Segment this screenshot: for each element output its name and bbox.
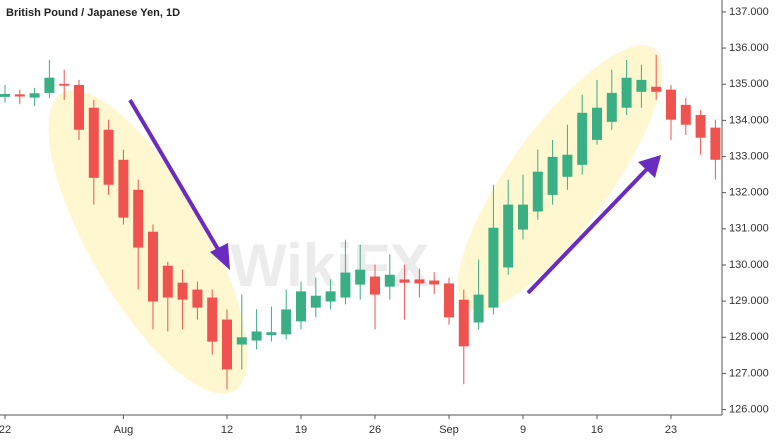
candle-body <box>621 77 632 108</box>
chart-title: British Pound / Japanese Yen, 1D <box>6 7 180 19</box>
candle-body <box>399 279 410 283</box>
y-tick-label: 127.000 <box>729 367 769 379</box>
candle-body <box>296 291 306 322</box>
arrow-head <box>210 243 230 270</box>
arrow-head <box>638 155 661 178</box>
x-tick-label: Aug <box>114 424 134 436</box>
y-tick-label: 136.000 <box>729 42 769 54</box>
candle-body <box>370 276 380 295</box>
x-tick-label: 26 <box>369 424 381 436</box>
candle-body <box>518 204 528 230</box>
candle-body <box>251 331 262 341</box>
candle-body <box>562 154 573 177</box>
y-tick-label: 126.000 <box>729 403 769 415</box>
candles <box>0 54 721 390</box>
watermark: WikiFX <box>230 232 429 299</box>
candle-body <box>577 112 588 165</box>
x-tick-label: 16 <box>591 424 603 436</box>
candle-body <box>236 337 247 345</box>
arrow <box>128 98 230 270</box>
candle-body <box>310 295 321 308</box>
y-tick-label: 131.000 <box>729 223 769 235</box>
candle-body <box>532 171 543 212</box>
candle-body <box>192 289 203 308</box>
candle-body <box>266 332 277 336</box>
candle-body <box>680 104 691 125</box>
candle-body <box>44 77 55 93</box>
candle-body <box>118 159 129 218</box>
y-tick-label: 133.000 <box>729 150 769 162</box>
candle-body <box>666 89 676 120</box>
candle-body <box>473 294 484 323</box>
candle-body <box>29 93 40 98</box>
candle-body <box>429 280 440 285</box>
x-tick-label: 9 <box>520 424 526 436</box>
arrow <box>526 155 661 295</box>
candle-body <box>636 79 647 92</box>
highlight-ellipse <box>457 45 663 311</box>
candle-body <box>133 189 144 248</box>
x-tick-label: 19 <box>295 424 307 436</box>
candle-body <box>281 309 292 335</box>
y-tick-label: 130.000 <box>729 259 769 271</box>
candle-body <box>325 291 336 302</box>
candle-body <box>177 282 188 300</box>
candle-body <box>444 283 454 318</box>
candle-body <box>0 93 10 97</box>
candle-body <box>592 107 602 140</box>
candle-body <box>14 94 25 97</box>
candle-body <box>148 231 158 302</box>
candle-body <box>414 279 425 284</box>
candle-body <box>103 129 114 185</box>
candle-body <box>695 114 706 138</box>
candle-body <box>222 319 232 370</box>
candle-body <box>340 272 351 298</box>
candle-body <box>162 265 173 298</box>
candle-body <box>547 156 558 195</box>
candle-body <box>503 204 514 268</box>
candle-body <box>710 127 721 160</box>
candle-body <box>488 227 499 308</box>
x-tick-label: 22 <box>0 424 11 436</box>
candle-body <box>88 107 99 178</box>
candle-body <box>384 274 395 287</box>
candle-body <box>74 84 84 130</box>
candle-body <box>458 299 469 347</box>
candle-body <box>651 86 662 92</box>
candle-body <box>355 269 366 285</box>
candle-body <box>207 297 218 342</box>
candle-body <box>606 92 617 122</box>
x-tick-label: Sep <box>439 424 459 436</box>
y-tick-label: 132.000 <box>729 187 769 199</box>
x-tick-label: 12 <box>221 424 233 436</box>
candle-body <box>59 83 70 86</box>
y-tick-label: 137.000 <box>729 6 769 18</box>
y-tick-label: 128.000 <box>729 331 769 343</box>
arrow-line <box>128 98 224 258</box>
y-tick-label: 134.000 <box>729 114 769 126</box>
x-tick-label: 23 <box>665 424 677 436</box>
y-tick-label: 135.000 <box>729 78 769 90</box>
arrow-line <box>526 166 650 295</box>
y-tick-label: 129.000 <box>729 295 769 307</box>
